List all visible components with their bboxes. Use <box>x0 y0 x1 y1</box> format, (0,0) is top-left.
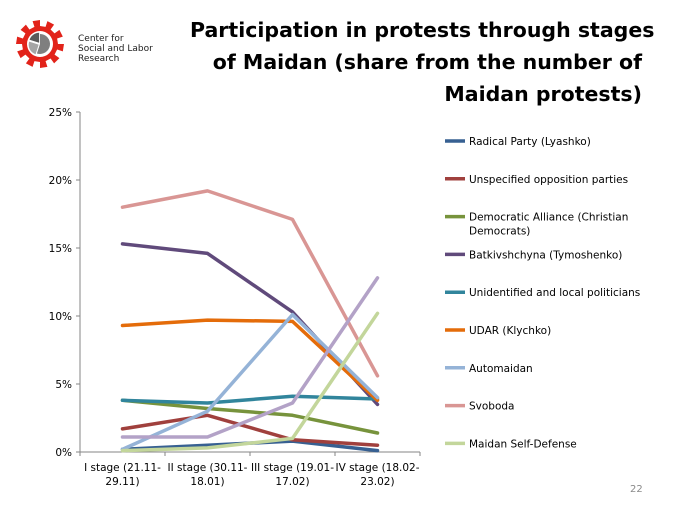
y-tick-label: 5% <box>55 379 72 391</box>
logo: Center for Social and Labor Research <box>12 12 182 72</box>
legend-label: Automaidan <box>469 363 533 375</box>
legend-label: Batkivshchyna (Tymoshenko) <box>469 249 622 261</box>
title-line: of Maidan (share from the number of <box>212 50 642 74</box>
y-tick-label: 15% <box>49 243 72 255</box>
logo-line: Social and Labor <box>78 44 153 54</box>
series-line-7 <box>120 189 380 378</box>
legend-label: Maidan Self-Defense <box>469 438 577 450</box>
series-line-1 <box>120 413 380 447</box>
slide-title: Participation in protests through stages… <box>190 14 655 110</box>
logo-line: Center for <box>78 34 124 44</box>
chart-axes: 0% 5% 10% 15% 20% 25% I stage (21.11-29.11) II … <box>49 107 421 488</box>
legend-label: UDAR (Klychko) <box>469 325 551 337</box>
legend-label: Svoboda <box>469 401 515 413</box>
title-line: Maidan protests) <box>444 82 642 106</box>
x-tick-label: I stage (21.11-29.11) <box>84 462 161 488</box>
legend-label: Unspecified opposition parties <box>469 174 628 186</box>
y-tick-label: 20% <box>49 175 72 187</box>
y-tick-label: 10% <box>49 311 72 323</box>
legend-label: Democratic Alliance (Christian Democrats) <box>469 212 628 238</box>
series-line-2 <box>120 398 380 435</box>
x-tick-label: II stage (30.11-18.01) <box>168 462 248 488</box>
legend-label: Unidentified and local politicians <box>469 287 640 299</box>
logo-text: Center for Social and Labor Research <box>78 34 153 64</box>
gear-logo-icon <box>16 20 64 68</box>
chart-legend: Radical Party (Lyashko) Unspecified oppos… <box>445 136 640 450</box>
series-line-4 <box>120 394 380 405</box>
x-tick-label: IV stage (18.02-23.02) <box>335 462 419 488</box>
series-line-8 <box>120 311 380 453</box>
series-line-5 <box>120 318 380 403</box>
y-tick-label: 25% <box>49 107 72 119</box>
y-tick-label: 0% <box>55 447 72 459</box>
chart-series-lines <box>120 189 380 453</box>
series-line-6 <box>120 312 380 452</box>
x-tick-label: III stage (19.01-17.02) <box>251 462 334 488</box>
title-line: Participation in protests through stages <box>190 18 655 42</box>
legend-label: Radical Party (Lyashko) <box>469 136 591 148</box>
page-number: 22 <box>630 484 643 495</box>
logo-line: Research <box>78 54 120 64</box>
series-line-9 <box>120 276 380 439</box>
